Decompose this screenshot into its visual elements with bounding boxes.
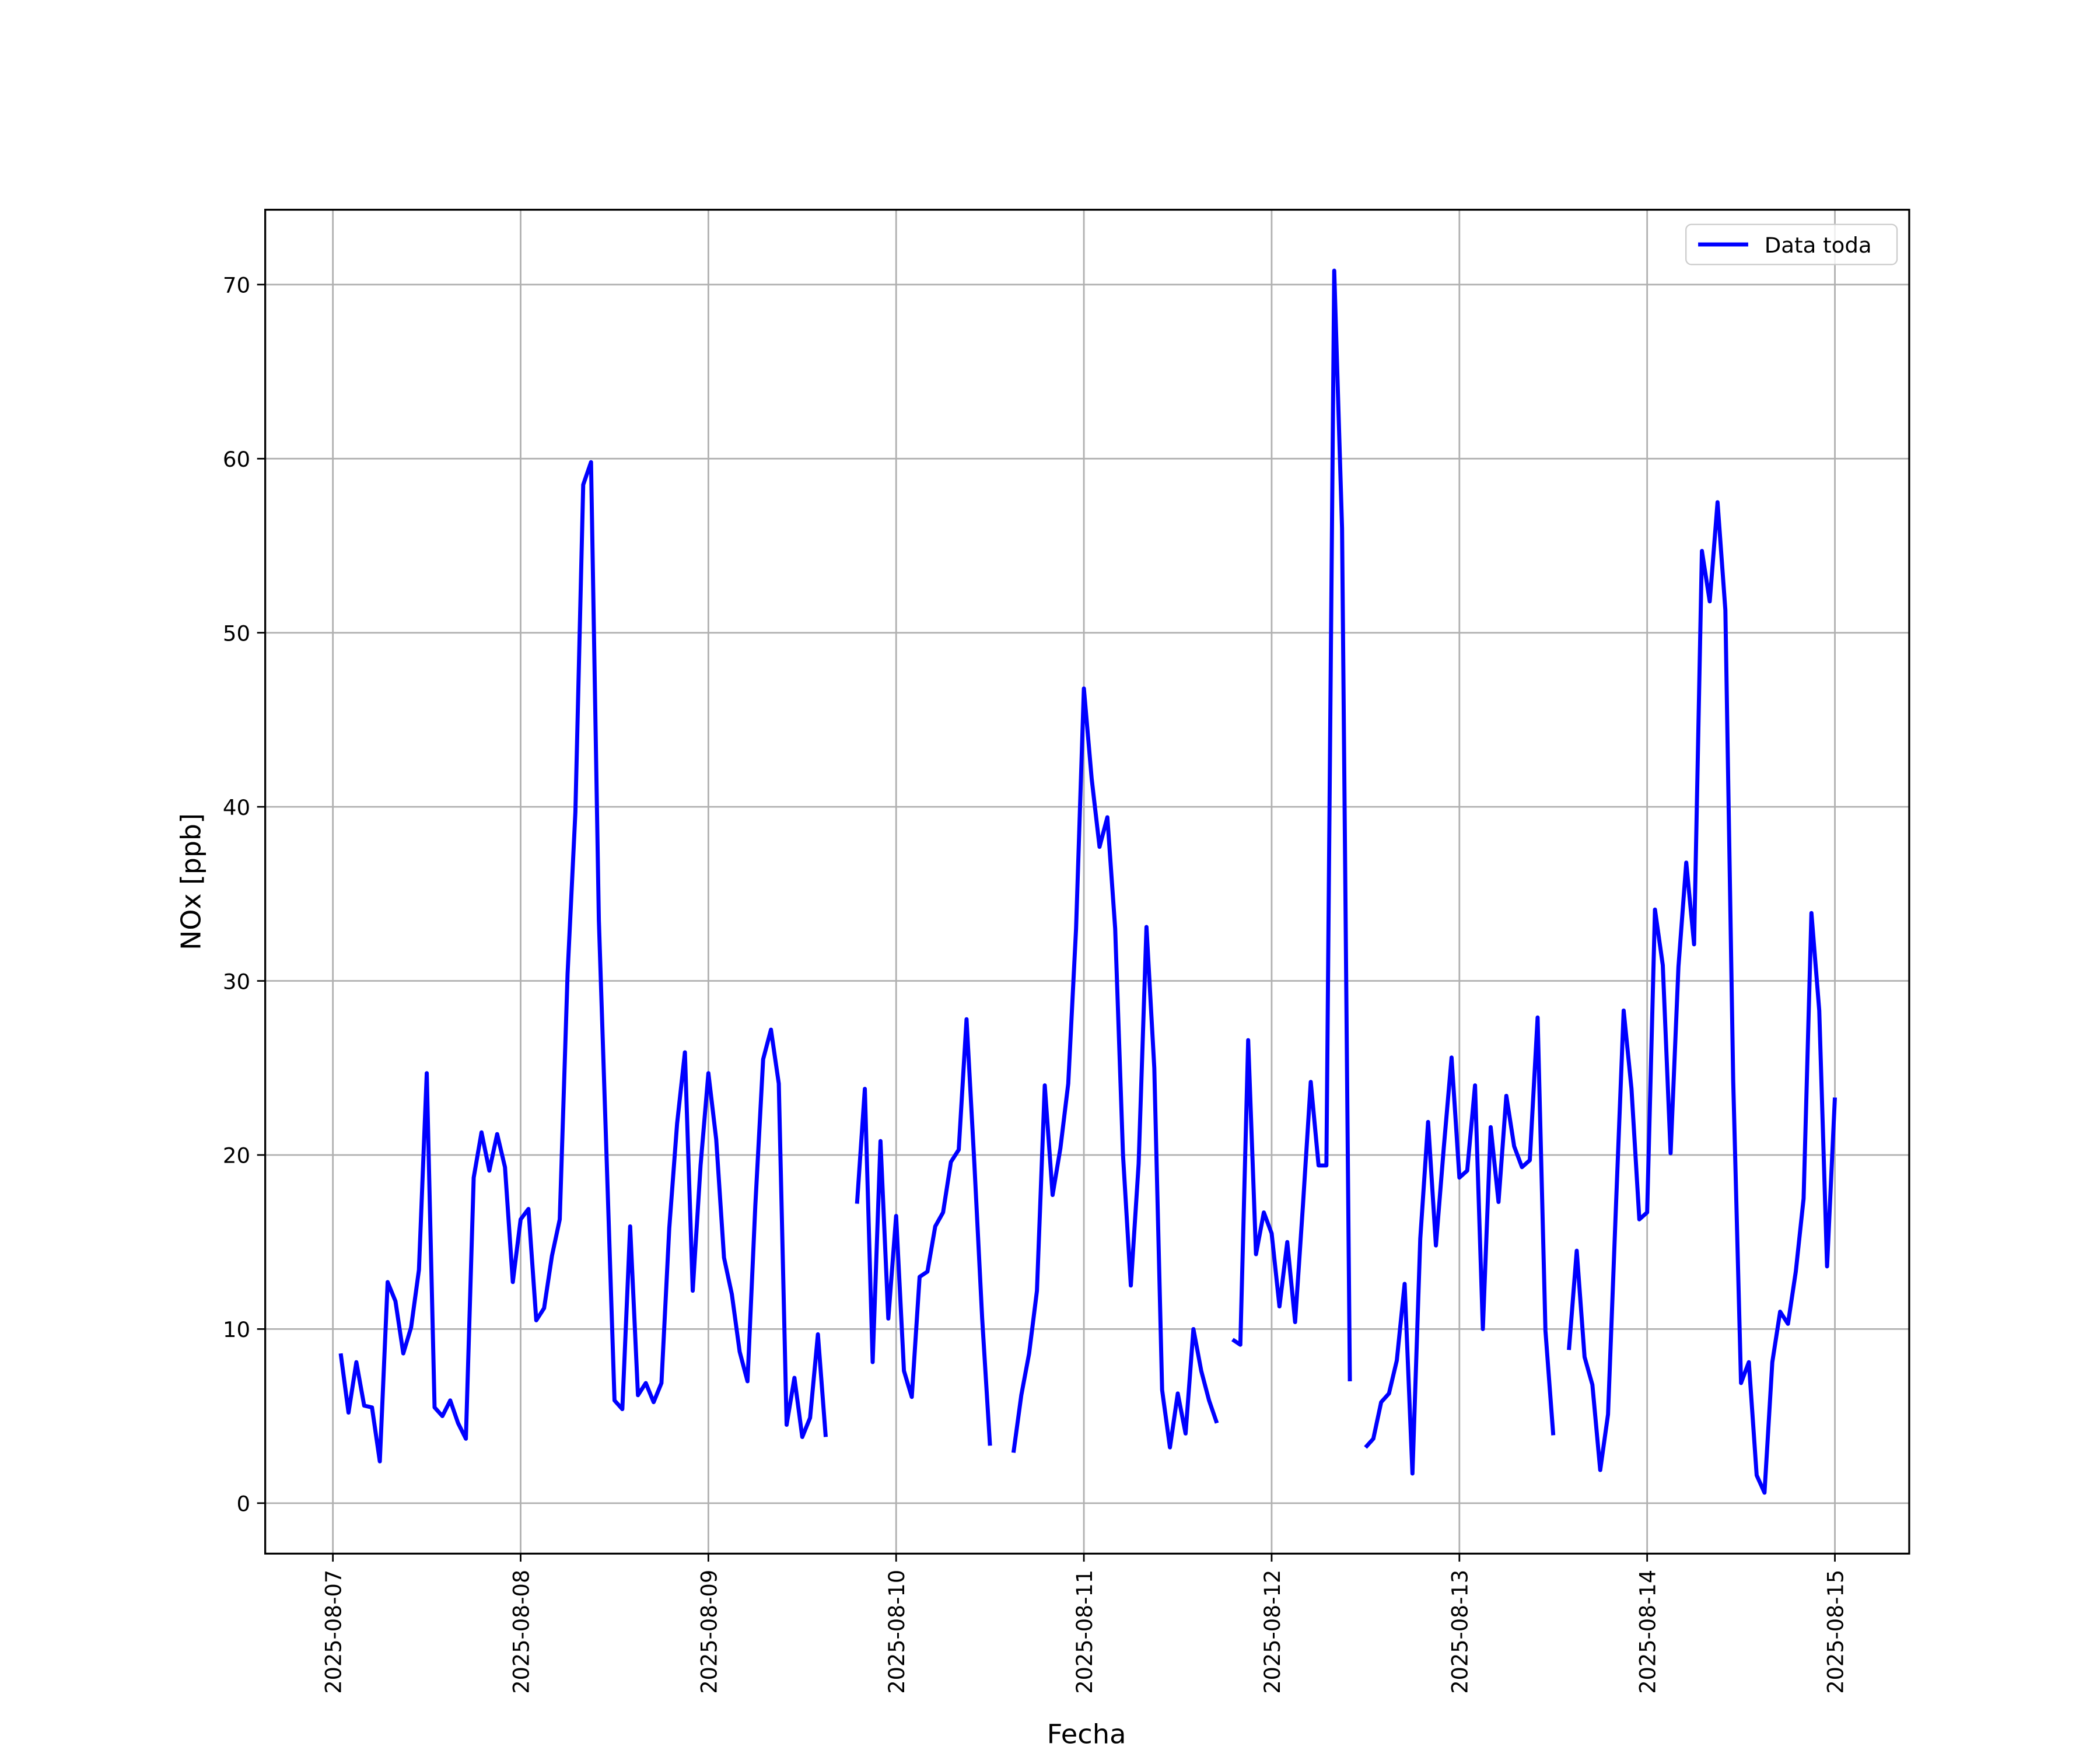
y-tick-label: 60 (223, 447, 250, 472)
y-tick-label: 30 (223, 970, 250, 995)
y-tick-label: 40 (223, 795, 250, 820)
y-axis-label: NOx [ppb] (175, 813, 206, 950)
x-tick-label: 2025-08-14 (1635, 1570, 1660, 1694)
x-tick-label: 2025-08-07 (321, 1570, 346, 1694)
y-tick-label: 10 (223, 1317, 250, 1342)
x-tick-label: 2025-08-09 (696, 1570, 722, 1694)
data-line (338, 268, 1837, 1495)
legend-label: Data toda (1765, 233, 1872, 258)
x-tick-label: 2025-08-11 (1072, 1570, 1097, 1694)
x-axis-label: Fecha (1047, 1718, 1126, 1750)
x-tick-label: 2025-08-08 (509, 1570, 534, 1694)
y-tick-label: 20 (223, 1143, 250, 1168)
x-tick-label: 2025-08-15 (1823, 1570, 1848, 1694)
y-tick-label: 50 (223, 621, 250, 646)
y-tick-label: 70 (223, 273, 250, 298)
y-tick-label: 0 (237, 1492, 251, 1517)
x-tick-label: 2025-08-10 (884, 1570, 909, 1694)
x-tick-label: 2025-08-13 (1448, 1570, 1473, 1694)
plot-frame (264, 208, 1910, 1555)
legend-box (1685, 223, 1898, 265)
x-tick-label: 2025-08-12 (1260, 1570, 1285, 1694)
